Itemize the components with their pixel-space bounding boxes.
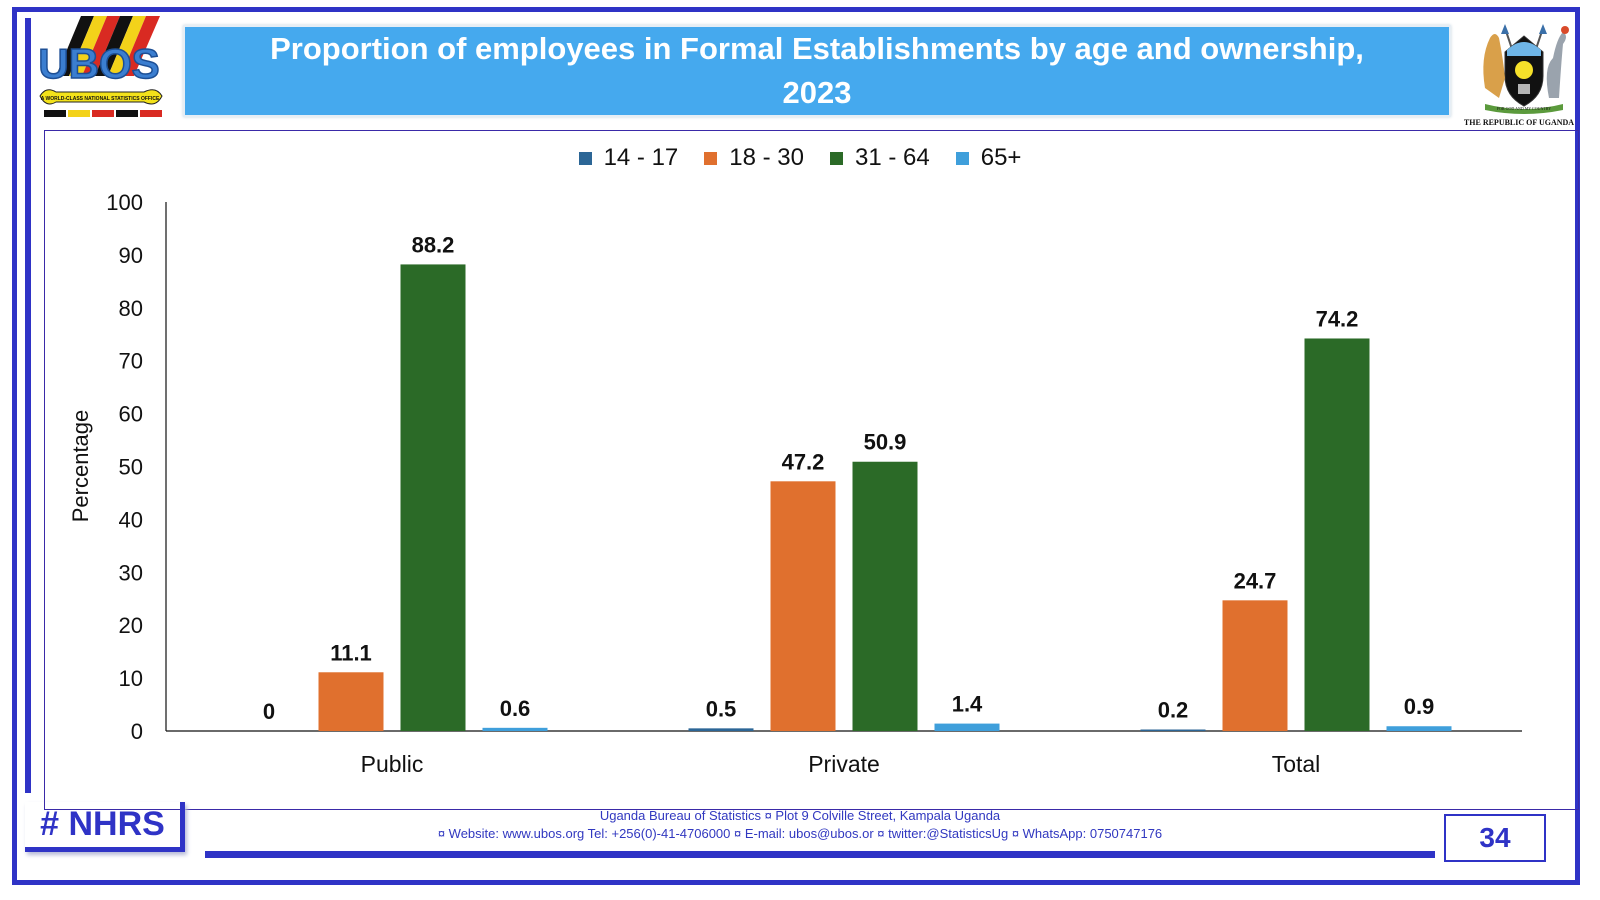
nhrs-hashtag: # NHRS xyxy=(25,802,185,852)
y-tick-label: 70 xyxy=(119,349,143,374)
legend-label-65plus: 65+ xyxy=(980,144,1022,171)
x-category-label: Public xyxy=(361,751,424,777)
bar-public-1 xyxy=(318,672,384,731)
coat-caption: THE REPUBLIC OF UGANDA xyxy=(1463,118,1575,127)
coat-of-arms-icon: FOR GOD AND MY COUNTRY xyxy=(1465,18,1580,130)
y-tick-label: 90 xyxy=(119,243,143,268)
bar-public-2 xyxy=(400,264,466,731)
y-tick-label: 0 xyxy=(131,719,143,744)
y-tick-label: 80 xyxy=(119,296,143,321)
bar-total-1 xyxy=(1222,600,1288,731)
title-line-2: 2023 xyxy=(782,75,852,110)
data-label: 0.9 xyxy=(1404,694,1435,719)
legend-swatch-14-17 xyxy=(578,151,592,165)
slide-frame xyxy=(12,7,1580,885)
data-label: 50.9 xyxy=(864,430,907,455)
bar-total-3 xyxy=(1386,726,1452,731)
bar-private-3 xyxy=(934,723,1000,731)
y-tick-label: 30 xyxy=(119,560,143,585)
bar-total-2 xyxy=(1304,338,1370,731)
data-label: 0.6 xyxy=(500,696,531,721)
legend-item-18-30: 18 - 30 xyxy=(704,144,804,172)
y-tick-label: 100 xyxy=(106,190,143,215)
data-label: 74.2 xyxy=(1316,306,1359,331)
y-axis-title: Percentage xyxy=(68,410,93,523)
bar-private-0 xyxy=(688,728,754,731)
legend-label-14-17: 14 - 17 xyxy=(603,144,679,171)
title-line-1: Proportion of employees in Formal Establ… xyxy=(270,31,1364,66)
left-accent-stripe xyxy=(25,18,31,793)
legend-swatch-31-64 xyxy=(830,151,843,165)
page-number: 34 xyxy=(1444,814,1546,862)
data-label: 11.1 xyxy=(330,640,372,665)
legend-item-14-17: 14 - 17 xyxy=(578,144,679,172)
data-label: 0.2 xyxy=(1158,698,1189,723)
ubos-logo: UBOS A WORLD-CLASS NATIONAL STATISTICS O… xyxy=(36,16,166,120)
data-label: 0 xyxy=(263,699,275,724)
footer-bar xyxy=(205,851,1435,858)
bar-public-3 xyxy=(482,727,548,731)
data-label: 88.2 xyxy=(412,232,455,257)
legend-item-31-64: 31 - 64 xyxy=(830,144,930,172)
bar-private-1 xyxy=(770,481,836,731)
legend-label-18-30: 18 - 30 xyxy=(729,144,804,171)
y-tick-label: 10 xyxy=(119,666,143,691)
data-label: 1.4 xyxy=(952,692,983,717)
y-tick-label: 40 xyxy=(119,507,143,532)
x-category-label: Total xyxy=(1272,751,1321,777)
legend-item-65plus: 65+ xyxy=(955,144,1022,172)
data-label: 47.2 xyxy=(782,449,825,474)
legend-label-31-64: 31 - 64 xyxy=(855,144,930,171)
footer-address: Uganda Bureau of Statistics ¤ Plot 9 Col… xyxy=(599,808,1001,823)
title-banner: Proportion of employees in Formal Establ… xyxy=(183,25,1451,117)
svg-text:A WORLD-CLASS NATIONAL STATIST: A WORLD-CLASS NATIONAL STATISTICS OFFICE xyxy=(41,96,160,102)
legend-swatch-18-30 xyxy=(704,151,718,165)
x-category-label: Private xyxy=(808,751,880,777)
ubos-logo-text: UBOS xyxy=(38,40,159,87)
footer-contacts: ¤ Website: www.ubos.org Tel: +256(0)-41-… xyxy=(437,826,1163,841)
bar-total-0 xyxy=(1140,729,1206,731)
chart-title: Proportion of employees in Formal Establ… xyxy=(202,27,1432,115)
coat-motto: FOR GOD AND MY COUNTRY xyxy=(1497,106,1551,111)
chart-legend: 14 - 17 18 - 30 31 - 64 65+ xyxy=(0,144,1600,172)
y-tick-label: 50 xyxy=(119,455,143,480)
bar-private-2 xyxy=(852,461,918,731)
y-tick-label: 60 xyxy=(119,402,143,427)
legend-swatch-65plus xyxy=(955,151,969,165)
chart-frame xyxy=(44,130,1579,810)
data-label: 24.7 xyxy=(1234,568,1277,593)
data-label: 0.5 xyxy=(706,696,737,721)
y-tick-label: 20 xyxy=(119,613,143,638)
